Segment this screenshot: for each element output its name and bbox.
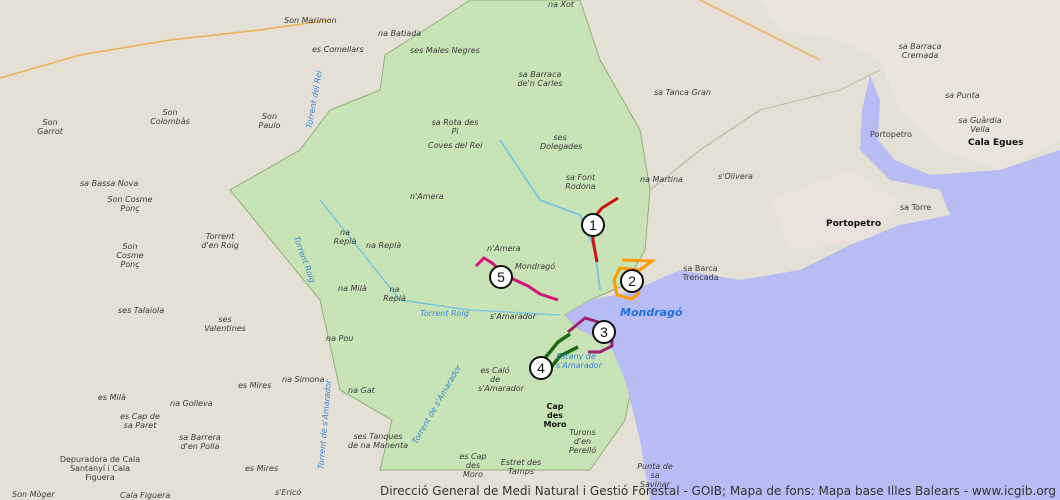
place-label: na Golleva [170, 399, 213, 408]
place-label: es Mires [238, 381, 272, 390]
place-label: ses Talaiola [118, 306, 165, 315]
stream-label: Torrent Roig [420, 309, 469, 318]
route-2[interactable] [612, 258, 657, 301]
place-label: n'Amera [487, 244, 521, 253]
town-area-portopetro [770, 170, 900, 250]
place-label: na Replà [366, 241, 402, 250]
place-label: es Milà [98, 393, 126, 402]
place-label: es Cap des Moro [459, 452, 487, 479]
route-marker-5[interactable]: 5 [489, 265, 513, 289]
place-label: na Milà [338, 284, 367, 293]
place-label: ses Valentines [204, 315, 246, 333]
town-area [760, 0, 1060, 170]
place-label: sa Punta [945, 91, 980, 100]
place-label: na Batiada [378, 29, 422, 38]
place-label: sa Font Rodona [565, 173, 596, 191]
place-label: Depuradora de Cala Santanyí i Cala Figue… [59, 455, 141, 482]
stream [499, 139, 601, 291]
road [0, 19, 331, 79]
route-marker-4[interactable]: 4 [529, 356, 553, 380]
place-label: sa Torre [900, 203, 932, 212]
place-label: Estret des Tamps [500, 458, 542, 476]
road [699, 0, 821, 61]
route-marker-1[interactable]: 1 [581, 213, 605, 237]
place-label: es Mires [245, 464, 279, 473]
stream [319, 199, 561, 316]
place-label: sa Barca Trencada [682, 264, 719, 282]
place-label: na Gat [348, 386, 375, 395]
place-label: Son Cosme Ponç [107, 195, 153, 213]
place-label: sa Tanca Gran [654, 88, 711, 97]
place-label: Punta de sa Savinar [637, 462, 673, 489]
route-marker-2[interactable]: 2 [620, 269, 644, 293]
place-label: na Xot [548, 0, 575, 9]
place-label: sa Rota des Pi [431, 118, 479, 136]
place-label: Mondragó [515, 262, 556, 271]
place-label: Cala Egues [968, 138, 1024, 148]
place-label: sa Bassa Nova [80, 179, 139, 188]
road [649, 69, 881, 191]
place-label: Son Cosme Ponç [116, 242, 144, 269]
place-label: Son Colombàs [150, 108, 190, 126]
place-label: Cala Figuera [120, 491, 171, 500]
place-label: sa Barrera d'en Polla [179, 433, 221, 451]
place-label: sa Guàrdia Vella [958, 116, 1002, 134]
place-label: s'Ericó [275, 488, 302, 497]
bay-label: Mondragó [620, 306, 683, 319]
place-label: ses Tanques de na Manenta [348, 432, 408, 450]
map-attribution: Direcció General de Medi Natural i Gesti… [379, 484, 1056, 498]
place-label: Cap des Moro [543, 402, 567, 429]
place-label: Portopetro [870, 130, 912, 139]
place-label: Turons d'en Perelló [568, 428, 597, 455]
place-label: es Comellars [312, 45, 364, 54]
place-label: Torrent d'en Roig [201, 232, 239, 250]
place-label: s'Olivera [718, 172, 753, 181]
route-4b[interactable] [543, 332, 571, 360]
route-marker-3[interactable]: 3 [592, 320, 616, 344]
place-label: Coves del Rei [428, 141, 483, 150]
place-label: Son Garrot [37, 118, 63, 136]
place-label: na Pou [326, 334, 354, 343]
place-label: Son Marimon [284, 16, 337, 25]
place-label: sa Barraca Cremada [898, 42, 942, 60]
lagoon-label: Estany de s'Amarador [556, 352, 602, 370]
place-label: na Martina [640, 175, 683, 184]
place-label: sa Barraca de'n Carles [517, 70, 563, 88]
place-label: na Simona [282, 375, 325, 384]
place-label: n'Amera [410, 192, 444, 201]
place-label: ses Males Negres [410, 46, 480, 55]
place-label: Son Mòger [12, 490, 55, 499]
place-label: Portopetro [826, 219, 882, 229]
sea [565, 75, 1060, 500]
place-label: na Replà [383, 285, 406, 303]
place-label: es Caló de s'Amarador [478, 366, 524, 393]
place-label: s'Amarador [490, 312, 536, 321]
place-label: na Replà [333, 228, 357, 246]
place-label: ses Dolegades [540, 133, 583, 151]
place-label: Son Paulo [258, 112, 281, 130]
place-label: es Cap de sa Paret [120, 412, 160, 430]
